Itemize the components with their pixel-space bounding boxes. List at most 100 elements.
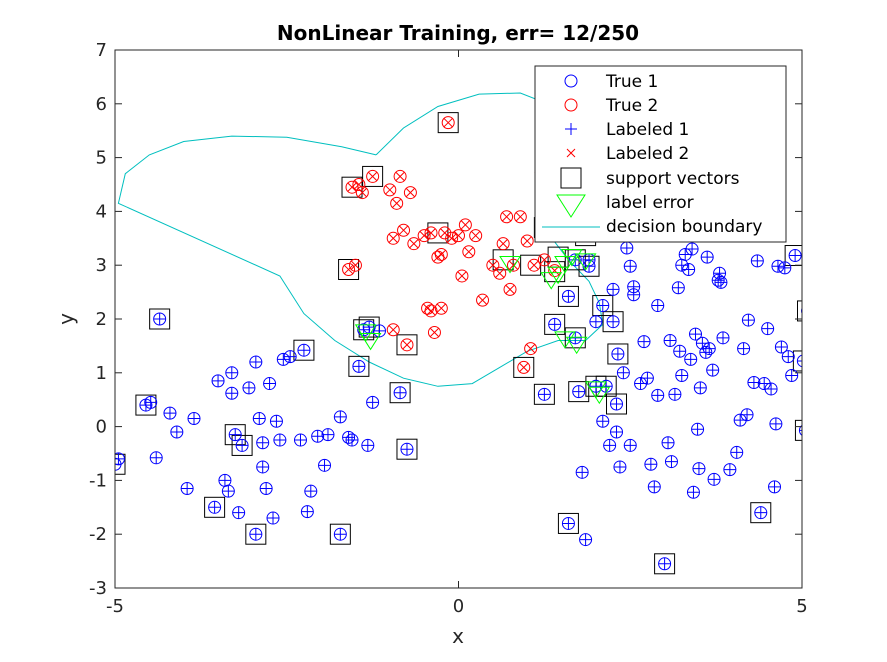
class1-point <box>714 275 728 289</box>
class1-point <box>737 342 751 356</box>
x-axis-label: x <box>452 624 464 648</box>
class1-point <box>575 465 589 479</box>
class2-point <box>458 218 472 232</box>
legend-label-label-error: label error <box>606 193 694 213</box>
class1-point <box>711 273 725 287</box>
class1-point <box>671 281 685 295</box>
class1-point <box>221 484 235 498</box>
class1-point <box>596 414 610 428</box>
class1-point <box>682 263 696 277</box>
class1-point <box>256 436 270 450</box>
class2-point <box>434 301 448 315</box>
support-vector-marker <box>607 343 629 365</box>
class1-point <box>623 259 637 273</box>
class2-point <box>348 258 362 272</box>
plot-marks <box>115 92 802 575</box>
x-tick-label: 0 <box>453 596 464 617</box>
class1-point <box>297 343 311 357</box>
class1-point <box>321 428 335 442</box>
class2-point <box>397 223 411 237</box>
class1-point <box>713 266 727 280</box>
class1-point <box>211 374 225 388</box>
class2-point <box>441 116 455 130</box>
y-tick-label: 5 <box>96 148 107 169</box>
legend-label-true-2: True 2 <box>605 96 658 116</box>
class2-point <box>520 234 534 248</box>
class1-point <box>611 347 625 361</box>
class1-point <box>647 480 661 494</box>
class1-point <box>252 412 266 426</box>
class1-point <box>149 451 163 465</box>
class1-point <box>232 506 246 520</box>
class1-point <box>579 533 593 547</box>
legend-entry-true-2: True 2 <box>564 96 658 116</box>
class1-point <box>769 417 783 431</box>
legend-label-decision-boundary: decision boundary <box>606 217 762 237</box>
class2-point <box>524 342 538 356</box>
class1-point <box>333 410 347 424</box>
class1-point <box>582 259 596 273</box>
class1-point <box>345 433 359 447</box>
class1-point <box>788 249 802 263</box>
plot-area <box>115 92 802 575</box>
support-vector-marker <box>231 434 253 456</box>
class1-point <box>616 366 630 380</box>
legend-entry-labeled-2: Labeled 2 <box>566 144 689 164</box>
class1-point <box>754 506 768 520</box>
class2-point <box>386 231 400 245</box>
y-tick-label: -2 <box>89 524 107 545</box>
class1-point <box>644 457 658 471</box>
class1-point <box>613 460 627 474</box>
y-tick-label: -1 <box>89 470 107 491</box>
support-vector-marker <box>564 327 586 349</box>
support-vector-marker <box>796 300 802 322</box>
support-vector-marker <box>513 356 535 378</box>
class1-point <box>153 312 167 326</box>
legend-marker-true-2 <box>564 98 578 112</box>
class1-point <box>596 299 610 313</box>
class1-point <box>684 352 698 366</box>
legend-label-labeled-2: Labeled 2 <box>606 144 689 164</box>
support-vector-marker <box>115 453 126 475</box>
class2-point <box>434 247 448 261</box>
class2-point <box>513 210 527 224</box>
class2-point <box>476 293 490 307</box>
y-tick-label: 6 <box>96 94 107 115</box>
class2-point <box>407 237 421 251</box>
support-vector-marker <box>606 393 628 415</box>
axis-ticks: -5 0 5 -3 -2 -1 0 1 2 3 4 5 6 7 <box>89 40 808 617</box>
class2-point <box>452 229 465 243</box>
support-vector-marker <box>654 553 676 575</box>
class2-point <box>424 226 438 240</box>
support-vector-marker <box>338 259 360 281</box>
class1-point <box>741 313 755 327</box>
class1-point <box>651 388 665 402</box>
class1-point <box>400 442 414 456</box>
class1-point <box>627 288 641 302</box>
y-tick-label: 0 <box>96 417 107 438</box>
class1-point <box>785 368 799 382</box>
class1-point <box>800 307 802 315</box>
label-error-marker <box>565 336 588 355</box>
class2-point <box>393 169 407 183</box>
class1-point <box>740 408 754 422</box>
class1-point <box>781 350 795 364</box>
label-error-marker <box>560 249 583 267</box>
label-error-marker <box>354 324 377 342</box>
class2-point <box>455 269 469 283</box>
support-vector-marker <box>396 438 418 460</box>
legend-marker-label-error <box>556 194 586 218</box>
class1-point <box>572 385 586 399</box>
class1-point <box>658 557 672 571</box>
class2-point <box>390 196 404 210</box>
class1-point <box>610 397 624 411</box>
class1-point <box>706 363 720 377</box>
class2-point <box>500 210 514 224</box>
class1-point <box>692 462 706 476</box>
class1-point <box>686 485 700 499</box>
class2-point <box>486 258 500 272</box>
class1-point <box>300 505 314 519</box>
class1-point <box>283 350 297 364</box>
class1-point <box>361 438 375 452</box>
